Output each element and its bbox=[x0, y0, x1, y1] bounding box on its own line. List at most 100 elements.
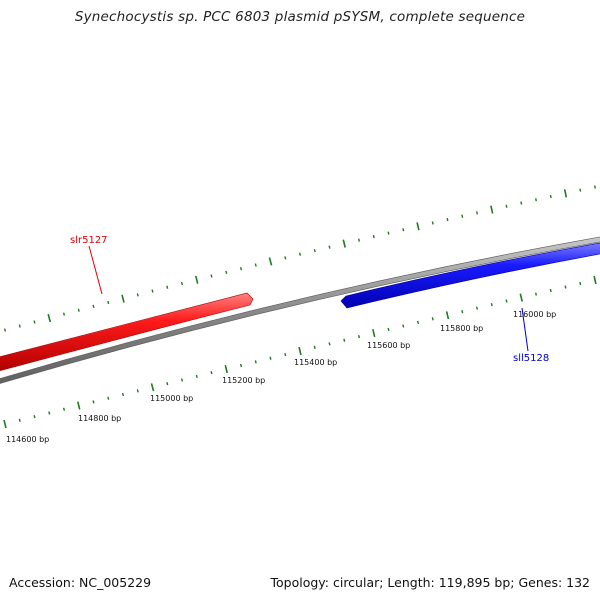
outer-tick bbox=[476, 211, 478, 215]
outer-tick bbox=[121, 294, 125, 303]
inner-tick bbox=[535, 292, 537, 296]
inner-tick bbox=[416, 320, 420, 324]
outer-tick bbox=[239, 267, 243, 271]
outer-tick bbox=[298, 252, 302, 256]
inner-tick bbox=[298, 346, 302, 356]
outer-tick bbox=[549, 194, 552, 199]
scale-label-116000: 116000 bp bbox=[513, 310, 556, 319]
scale-label-114600: 114600 bp bbox=[6, 435, 49, 444]
outer-tick bbox=[313, 249, 316, 253]
outer-tick bbox=[535, 198, 537, 202]
outer-tick bbox=[107, 300, 110, 305]
inner-tick-ring bbox=[3, 275, 597, 429]
outer-tick bbox=[490, 205, 494, 214]
outer-tick bbox=[284, 256, 287, 260]
inner-tick bbox=[166, 381, 169, 386]
outer-tick bbox=[358, 238, 360, 242]
gene-slr5127-arrow[interactable] bbox=[0, 292, 254, 372]
inner-tick bbox=[284, 352, 287, 357]
inner-tick bbox=[136, 389, 139, 393]
inner-tick bbox=[121, 392, 125, 397]
outer-tick bbox=[387, 231, 390, 235]
outer-tick bbox=[254, 263, 257, 267]
outer-tick bbox=[579, 188, 582, 192]
plasmid-backbone bbox=[0, 236, 600, 384]
outer-tick bbox=[505, 204, 508, 208]
outer-tick-ring bbox=[3, 185, 596, 332]
inner-tick bbox=[48, 411, 51, 415]
inner-tick bbox=[357, 335, 361, 339]
inner-tick bbox=[519, 293, 523, 302]
outer-tick bbox=[328, 245, 331, 249]
inner-tick bbox=[579, 281, 582, 286]
inner-tick bbox=[150, 383, 155, 392]
gene-slr5127-label[interactable]: slr5127 bbox=[70, 235, 108, 246]
inner-tick bbox=[210, 371, 213, 375]
outer-tick bbox=[372, 235, 375, 239]
gene-sll5128-label[interactable]: sll5128 bbox=[513, 353, 549, 364]
scale-label-115400: 115400 bp bbox=[294, 358, 337, 367]
outer-tick bbox=[136, 293, 139, 297]
scale-label-115800: 115800 bp bbox=[440, 324, 483, 333]
outer-tick bbox=[402, 228, 405, 232]
inner-tick bbox=[77, 401, 81, 410]
outer-tick bbox=[210, 274, 213, 278]
gene-slr5127-leader bbox=[88, 245, 103, 295]
inner-tick bbox=[107, 396, 110, 400]
outer-tick bbox=[461, 214, 464, 218]
gene-sll5128-leader bbox=[521, 307, 529, 352]
inner-tick bbox=[3, 419, 7, 429]
scale-label-115600: 115600 bp bbox=[367, 341, 410, 350]
outer-tick bbox=[166, 285, 169, 289]
scale-label-114800: 114800 bp bbox=[78, 414, 121, 423]
outer-tick bbox=[92, 304, 95, 308]
inner-tick bbox=[505, 299, 508, 303]
inner-tick bbox=[254, 360, 257, 364]
inner-tick bbox=[239, 363, 243, 368]
outer-tick bbox=[47, 313, 52, 323]
inner-tick bbox=[549, 288, 552, 293]
outer-tick bbox=[195, 275, 199, 284]
inner-tick bbox=[92, 400, 95, 404]
inner-tick bbox=[269, 356, 272, 360]
gene-sll5128-arrow[interactable] bbox=[340, 242, 600, 309]
inner-tick bbox=[475, 306, 479, 310]
scale-label-115200: 115200 bp bbox=[222, 376, 265, 385]
outer-tick bbox=[446, 217, 449, 222]
inner-tick bbox=[18, 418, 21, 422]
map-title: Synechocystis sp. PCC 6803 plasmid pSYSM… bbox=[74, 9, 526, 25]
outer-tick bbox=[225, 270, 228, 274]
inner-tick bbox=[402, 324, 405, 328]
inner-tick bbox=[195, 374, 198, 378]
inner-tick bbox=[313, 345, 316, 350]
inner-tick bbox=[180, 378, 184, 382]
outer-tick bbox=[520, 201, 523, 205]
inner-tick bbox=[328, 342, 331, 346]
accession-text: Accession: NC_005229 bbox=[9, 575, 152, 590]
outer-tick bbox=[62, 312, 66, 316]
inner-tick bbox=[224, 365, 228, 374]
outer-tick bbox=[563, 189, 568, 198]
outer-tick bbox=[594, 185, 596, 189]
outer-tick bbox=[268, 257, 273, 266]
inner-tick bbox=[564, 285, 567, 289]
outer-tick bbox=[180, 281, 184, 286]
topology-stats-text: Topology: circular; Length: 119,895 bp; … bbox=[270, 575, 591, 590]
outer-tick bbox=[18, 324, 21, 328]
inner-tick bbox=[33, 415, 36, 419]
inner-tick bbox=[387, 327, 390, 332]
outer-tick bbox=[33, 320, 36, 324]
inner-tick bbox=[431, 317, 434, 321]
inner-tick bbox=[461, 310, 464, 314]
inner-tick bbox=[490, 303, 493, 307]
inner-tick bbox=[372, 329, 376, 338]
inner-tick bbox=[343, 338, 346, 342]
outer-tick bbox=[3, 328, 7, 332]
outer-tick bbox=[416, 222, 420, 231]
scale-label-115000: 115000 bp bbox=[150, 394, 193, 403]
inner-tick bbox=[445, 311, 450, 320]
outer-tick bbox=[431, 221, 434, 225]
outer-tick bbox=[151, 289, 154, 293]
inner-tick bbox=[593, 275, 597, 285]
